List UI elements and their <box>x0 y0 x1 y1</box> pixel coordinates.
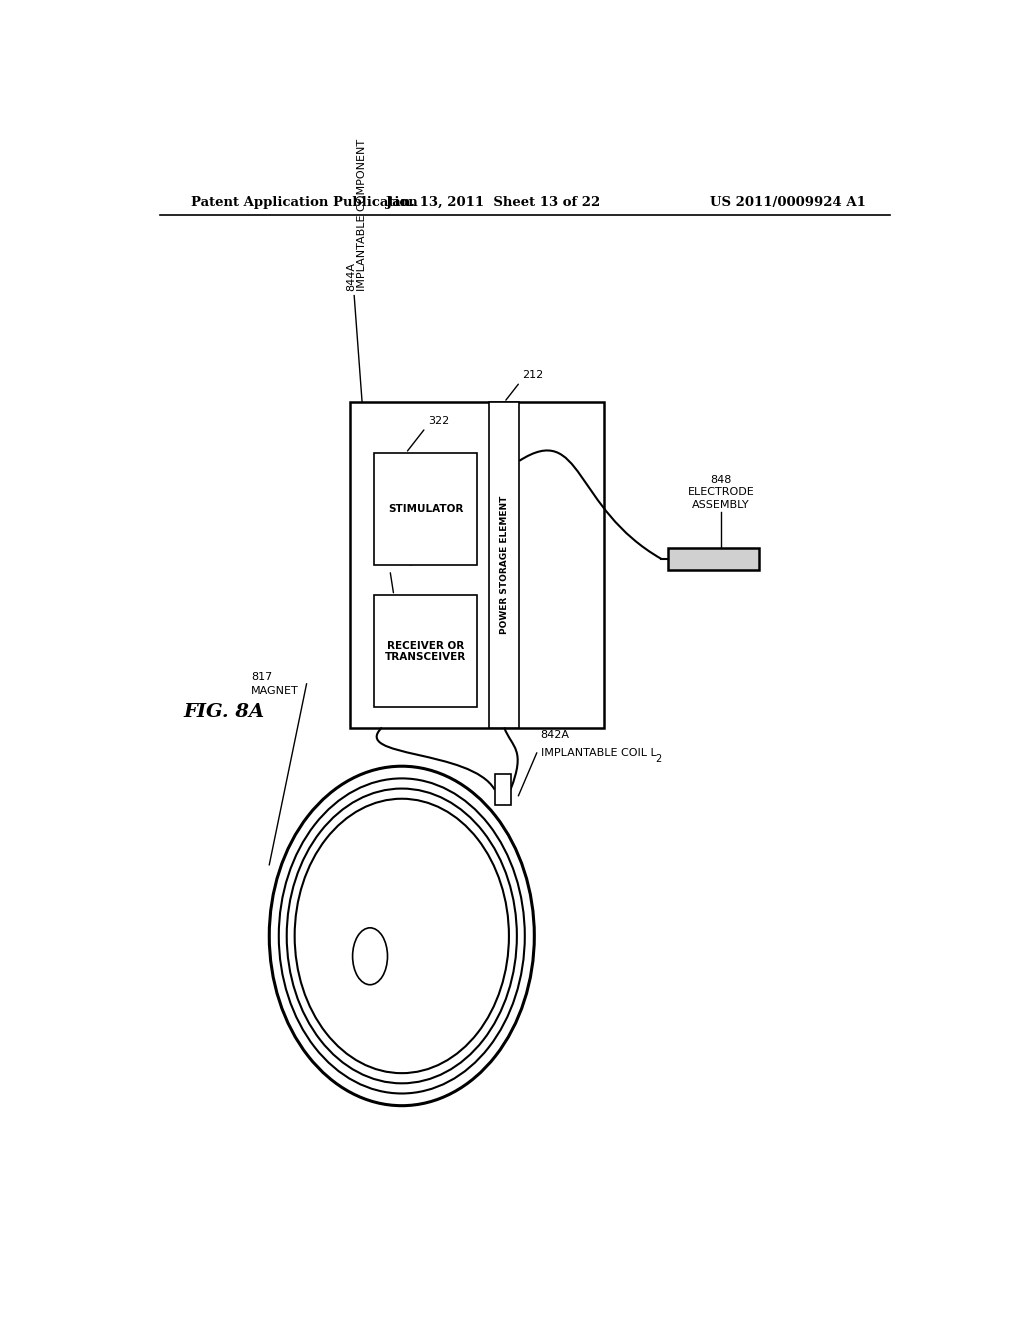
Text: POWER STORAGE ELEMENT: POWER STORAGE ELEMENT <box>500 496 509 634</box>
Text: STIMULATOR: STIMULATOR <box>388 504 463 513</box>
Bar <box>495 775 511 805</box>
Text: 212: 212 <box>521 370 543 380</box>
Bar <box>668 548 759 570</box>
Text: US 2011/0009924 A1: US 2011/0009924 A1 <box>711 195 866 209</box>
Text: 844A: 844A <box>346 261 356 290</box>
Text: IMPLANTABLE COIL L: IMPLANTABLE COIL L <box>541 748 656 758</box>
Text: 817: 817 <box>251 672 272 681</box>
Text: RECEIVER OR
TRANSCEIVER: RECEIVER OR TRANSCEIVER <box>385 640 466 663</box>
Bar <box>350 403 604 727</box>
Circle shape <box>269 766 535 1106</box>
Bar <box>489 403 519 727</box>
Text: IMPLANTABLE COMPONENT: IMPLANTABLE COMPONENT <box>356 139 367 290</box>
Text: 848: 848 <box>711 475 732 484</box>
Text: 322: 322 <box>428 416 450 426</box>
Text: ELECTRODE: ELECTRODE <box>688 487 755 496</box>
Text: ASSEMBLY: ASSEMBLY <box>692 500 750 510</box>
Ellipse shape <box>352 928 387 985</box>
Text: FIG. 8A: FIG. 8A <box>183 704 264 721</box>
Text: Patent Application Publication: Patent Application Publication <box>191 195 418 209</box>
Bar <box>374 595 477 708</box>
Text: Jan. 13, 2011  Sheet 13 of 22: Jan. 13, 2011 Sheet 13 of 22 <box>386 195 600 209</box>
Text: 842A: 842A <box>541 730 569 739</box>
Text: 444/445: 444/445 <box>390 557 436 568</box>
Bar <box>374 453 477 565</box>
Text: MAGNET: MAGNET <box>251 686 299 696</box>
Text: 2: 2 <box>655 754 662 764</box>
